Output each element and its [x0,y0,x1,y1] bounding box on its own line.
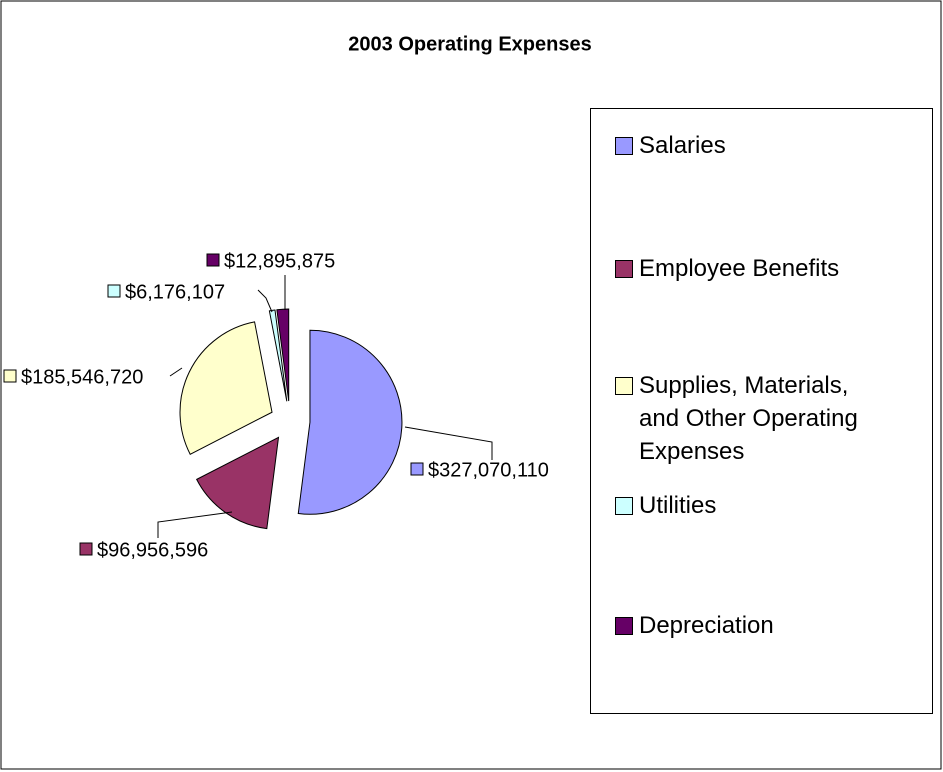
data-label: $96,956,596 [97,539,208,561]
leader-line [257,289,273,313]
leader-line [169,367,183,377]
legend-label: Supplies, Materials, and Other Operating… [639,372,858,465]
legend-label: Employee Benefits [639,255,840,282]
pie-slice [179,321,273,455]
legend-swatch [615,617,633,635]
legend-swatch [615,137,633,155]
legend-item: Depreciation [615,609,919,642]
data-label: $327,070,110 [428,459,549,481]
legend-swatch [615,497,633,515]
leader-line [157,511,233,538]
label-swatch [107,284,121,298]
leader-line [404,426,493,460]
legend-swatch [615,260,633,278]
legend-label: Utilities [639,492,717,519]
legend-label: Salaries [639,132,726,159]
data-label: $185,546,720 [21,366,143,388]
legend-swatch [615,377,633,395]
label-swatch [79,542,93,556]
legend-label: Depreciation [639,612,774,639]
legend-item: Utilities [615,489,919,522]
pie-slice [276,308,290,402]
label-swatch [3,369,17,383]
data-label: $12,895,875 [224,250,335,272]
legend-item: Employee Benefits [615,252,919,285]
legend-item: Supplies, Materials, and Other Operating… [615,369,889,468]
pie-slice [297,329,403,515]
legend-item: Salaries [615,129,919,162]
data-label: $6,176,107 [125,281,225,303]
chart-title: 2003 Operating Expenses [348,33,591,55]
label-swatch [206,253,220,267]
label-swatch [410,462,424,476]
pie-slice [268,309,288,402]
legend: Salaries Employee Benefits Supplies, Mater… [590,108,933,714]
